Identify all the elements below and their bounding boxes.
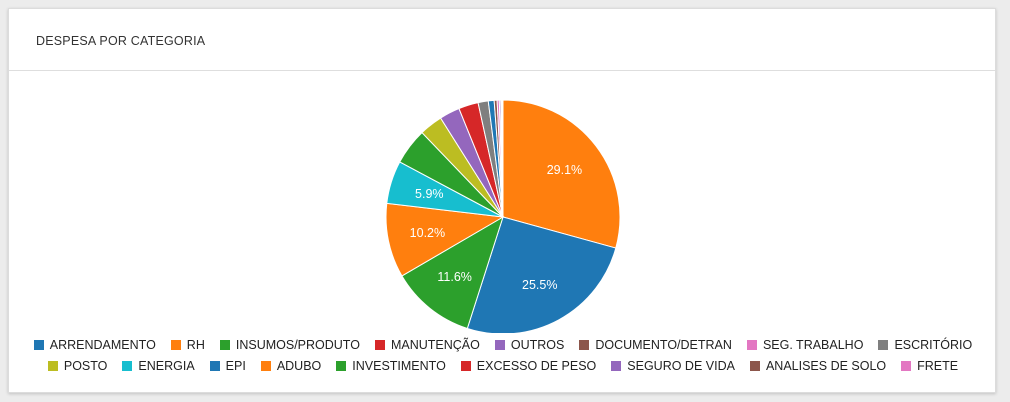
- legend-swatch: [374, 339, 385, 350]
- legend-item[interactable]: INSUMOS/PRODUTO: [219, 337, 360, 352]
- legend-item[interactable]: ADUBO: [260, 358, 322, 373]
- legend-label: ADUBO: [276, 358, 322, 373]
- legend-swatch: [494, 339, 505, 350]
- pie-slice-rh[interactable]: [502, 99, 621, 249]
- legend-swatch: [746, 339, 757, 350]
- card-title: DESPESA POR CATEGORIA: [36, 34, 206, 48]
- legend-swatch: [611, 360, 622, 371]
- legend-swatch: [209, 360, 220, 371]
- legend-label: ENERGIA: [138, 358, 195, 373]
- card-header: DESPESA POR CATEGORIA: [9, 9, 995, 71]
- legend-label: INVESTIMENTO: [352, 358, 446, 373]
- legend-swatch: [901, 360, 912, 371]
- legend-item[interactable]: INVESTIMENTO: [336, 359, 446, 373]
- legend-label: FRETE: [917, 358, 959, 373]
- legend-item[interactable]: ANALISES DE SOLO: [749, 358, 887, 373]
- chart-legend: ARRENDAMENTO RH INSUMOS/PRODUTO MANUTENÇÃO O…: [9, 334, 997, 376]
- legend-label: EPI: [225, 358, 246, 373]
- slice-data-label: 25.5%: [522, 278, 557, 292]
- legend-label: MANUTENÇÃO: [390, 337, 480, 352]
- legend-label: ESCRITÓRIO: [894, 337, 973, 352]
- chart-card: DESPESA POR CATEGORIA 29.1% 25.5% 11.6% 10.…: [8, 8, 996, 393]
- legend-item[interactable]: EXCESSO DE PESO: [460, 358, 597, 373]
- legend-item[interactable]: FRETE: [901, 359, 958, 373]
- legend-label: DOCUMENTO/DETRAN: [595, 337, 732, 352]
- legend-label: ARRENDAMENTO: [49, 337, 156, 352]
- legend-item[interactable]: RH: [170, 337, 205, 352]
- legend-swatch: [47, 360, 58, 371]
- legend-label: RH: [186, 337, 205, 352]
- slice-data-label: 11.6%: [437, 270, 472, 284]
- legend-label: EXCESSO DE PESO: [476, 358, 597, 373]
- legend-label: POSTO: [63, 358, 108, 373]
- pie-slice-insumos-produto[interactable]: [401, 215, 504, 330]
- legend-item[interactable]: ARRENDAMENTO: [33, 337, 156, 352]
- legend-swatch: [260, 360, 271, 371]
- legend-label: ANALISES DE SOLO: [765, 358, 887, 373]
- legend-label: SEGURO DE VIDA: [627, 358, 735, 373]
- legend-item[interactable]: SEGURO DE VIDA: [611, 359, 735, 373]
- legend-swatch: [33, 339, 44, 350]
- legend-item[interactable]: ENERGIA: [122, 358, 195, 373]
- legend-swatch: [878, 339, 889, 350]
- legend-swatch: [579, 339, 590, 350]
- legend-swatch: [122, 360, 133, 371]
- legend-swatch: [170, 339, 181, 350]
- legend-row: ARRENDAMENTO RH INSUMOS/PRODUTO MANUTENÇÃO O…: [9, 334, 997, 355]
- slice-data-label: 29.1%: [547, 163, 582, 177]
- legend-label: INSUMOS/PRODUTO: [235, 337, 360, 352]
- legend-swatch: [460, 360, 471, 371]
- legend-item[interactable]: ESCRITÓRIO: [878, 338, 972, 352]
- legend-swatch: [219, 339, 230, 350]
- legend-item[interactable]: DOCUMENTO/DETRAN: [579, 338, 732, 352]
- pie-slice-arrendamento[interactable]: [466, 216, 617, 333]
- slice-data-label: 5.9%: [415, 187, 444, 201]
- pie-slice-adubo[interactable]: [385, 202, 505, 277]
- pie-chart: 29.1% 25.5% 11.6% 10.2% 5.9%: [385, 99, 621, 333]
- legend-row: POSTO ENERGIA EPI ADUBO INVESTIMENTO EXCESSO …: [9, 355, 997, 376]
- pie-slice-excesso-de-peso[interactable]: [501, 99, 504, 218]
- legend-swatch: [749, 360, 760, 371]
- legend-item[interactable]: EPI: [209, 358, 246, 373]
- legend-item[interactable]: MANUTENÇÃO: [374, 337, 480, 352]
- legend-label: SEG. TRABALHO: [762, 337, 864, 352]
- legend-item[interactable]: SEG. TRABALHO: [746, 337, 864, 352]
- legend-label: OUTROS: [510, 337, 565, 352]
- legend-item[interactable]: OUTROS: [494, 337, 565, 352]
- slice-data-label: 10.2%: [410, 226, 445, 240]
- legend-swatch: [336, 360, 347, 371]
- legend-item[interactable]: POSTO: [47, 358, 108, 373]
